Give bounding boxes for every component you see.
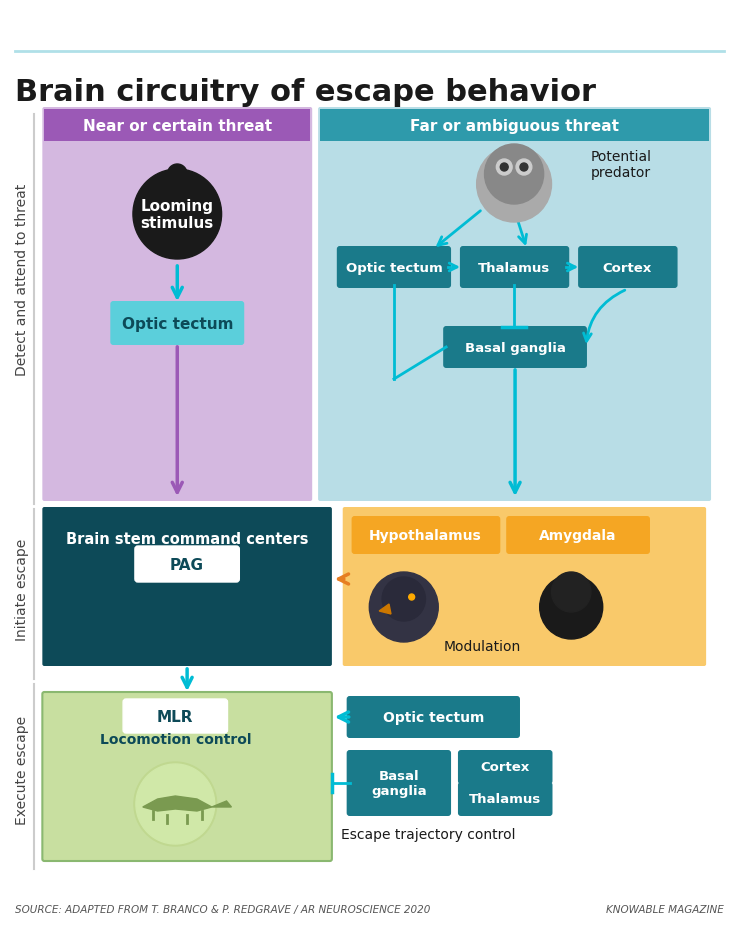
FancyBboxPatch shape [458, 782, 553, 816]
FancyBboxPatch shape [346, 696, 520, 738]
Text: Optic tectum: Optic tectum [346, 261, 442, 274]
FancyBboxPatch shape [578, 247, 677, 289]
FancyBboxPatch shape [337, 247, 451, 289]
Text: Optic tectum: Optic tectum [382, 710, 484, 724]
Text: Far or ambiguous threat: Far or ambiguous threat [410, 119, 619, 134]
Text: Cortex: Cortex [481, 761, 530, 774]
FancyBboxPatch shape [352, 517, 500, 554]
Text: Brain circuitry of escape behavior: Brain circuitry of escape behavior [15, 78, 596, 107]
Text: Detect and attend to threat: Detect and attend to threat [15, 184, 28, 376]
Text: Thalamus: Thalamus [478, 261, 550, 274]
Polygon shape [211, 801, 232, 807]
Circle shape [409, 594, 415, 600]
Text: SOURCE: ADAPTED FROM T. BRANCO & P. REDGRAVE / AR NEUROSCIENCE 2020: SOURCE: ADAPTED FROM T. BRANCO & P. REDG… [15, 904, 430, 914]
Circle shape [133, 170, 221, 260]
Circle shape [551, 573, 591, 612]
FancyBboxPatch shape [135, 547, 239, 583]
Text: Escape trajectory control: Escape trajectory control [341, 827, 516, 841]
Circle shape [136, 764, 214, 844]
Text: Modulation: Modulation [444, 639, 521, 653]
FancyBboxPatch shape [42, 508, 332, 666]
Text: Basal ganglia: Basal ganglia [465, 342, 566, 354]
Text: Looming
stimulus: Looming stimulus [141, 199, 214, 231]
Text: KNOWABLE MAGAZINE: KNOWABLE MAGAZINE [606, 904, 724, 914]
Circle shape [496, 160, 512, 175]
FancyBboxPatch shape [42, 108, 312, 501]
Text: Thalamus: Thalamus [469, 793, 542, 806]
Text: MLR: MLR [157, 709, 194, 724]
Circle shape [369, 573, 438, 642]
FancyBboxPatch shape [443, 327, 587, 368]
Text: Hypothalamus: Hypothalamus [369, 528, 482, 542]
FancyBboxPatch shape [123, 699, 227, 733]
FancyBboxPatch shape [346, 750, 451, 816]
Circle shape [520, 164, 528, 172]
Circle shape [167, 165, 187, 185]
Text: Amygdala: Amygdala [539, 528, 616, 542]
Circle shape [382, 577, 425, 622]
FancyBboxPatch shape [44, 110, 310, 142]
Circle shape [500, 164, 508, 172]
FancyBboxPatch shape [320, 110, 709, 142]
FancyBboxPatch shape [110, 302, 245, 345]
FancyBboxPatch shape [343, 508, 706, 666]
Text: Execute escape: Execute escape [15, 715, 28, 824]
FancyBboxPatch shape [506, 517, 650, 554]
Text: Basal
ganglia: Basal ganglia [371, 769, 427, 797]
Circle shape [540, 575, 603, 639]
Polygon shape [380, 604, 391, 614]
FancyBboxPatch shape [460, 247, 569, 289]
Text: Locomotion control: Locomotion control [100, 732, 251, 746]
Text: Initiate escape: Initiate escape [15, 538, 28, 640]
FancyBboxPatch shape [458, 750, 553, 784]
FancyBboxPatch shape [318, 108, 711, 501]
Polygon shape [142, 796, 211, 811]
Text: PAG: PAG [170, 557, 204, 572]
Text: Near or certain threat: Near or certain threat [82, 119, 272, 134]
Text: Cortex: Cortex [603, 261, 652, 274]
Circle shape [477, 147, 551, 223]
Text: Brain stem command centers: Brain stem command centers [66, 532, 308, 547]
Circle shape [516, 160, 532, 175]
FancyBboxPatch shape [42, 692, 332, 861]
Circle shape [134, 762, 217, 846]
Text: Potential
predator: Potential predator [591, 149, 652, 180]
Text: Optic tectum: Optic tectum [122, 316, 233, 331]
Circle shape [484, 145, 544, 205]
